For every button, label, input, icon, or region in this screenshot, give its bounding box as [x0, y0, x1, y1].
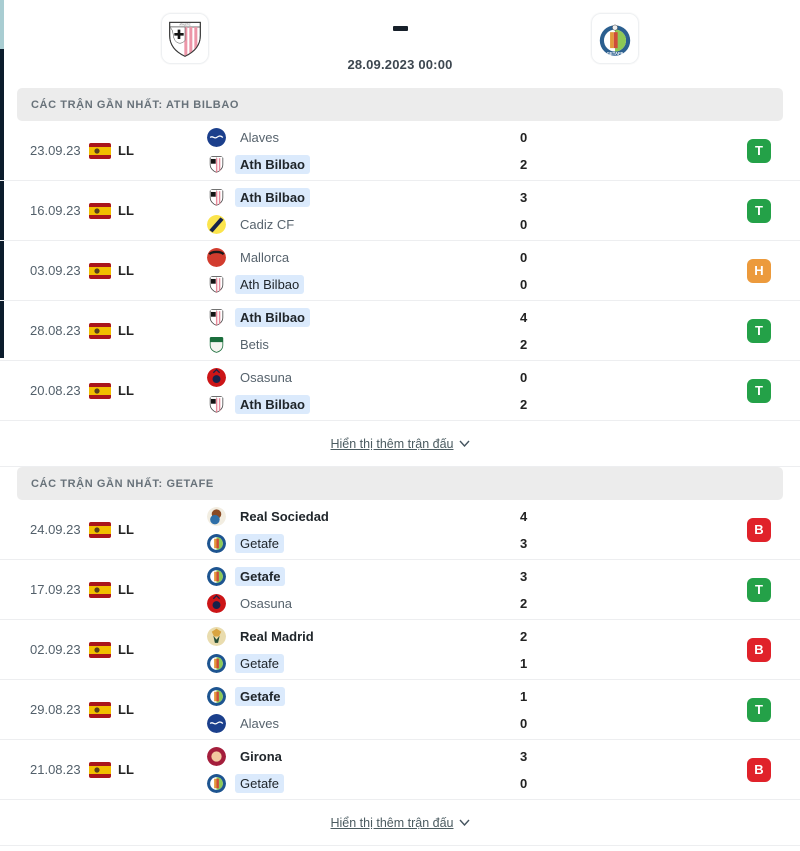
svg-text:GETAFE: GETAFE: [607, 50, 624, 55]
